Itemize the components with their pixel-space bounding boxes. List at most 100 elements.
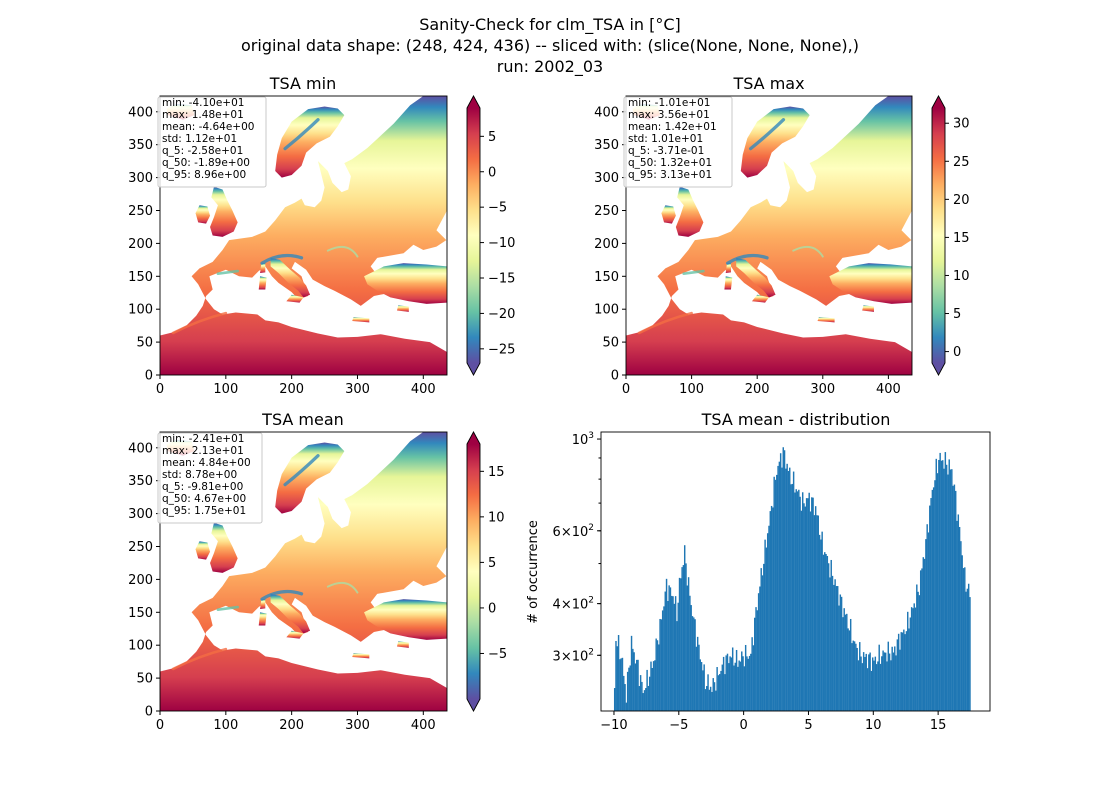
histogram-bar [905,631,908,711]
pyrenees-band [216,605,239,611]
histogram-bar [812,497,814,711]
colorbar-tick-label: 25 [953,155,970,170]
histogram-bar [713,682,716,711]
histogram-bar [760,568,762,711]
histogram-bar [881,656,883,711]
histogram-bar [642,693,644,711]
histogram-bar [910,607,913,711]
histogram-bar [757,593,760,711]
histogram-bar [873,660,875,711]
histogram-bar [951,469,953,711]
y-tick-label: 0 [145,369,153,384]
histogram-bar [720,670,722,711]
alps-band [260,253,304,265]
histogram-bar [699,659,701,711]
x-tick-label: −10 [600,718,627,733]
histogram-bar [787,470,790,711]
histogram-bar [634,663,637,711]
histogram-bar [856,647,858,711]
histogram-bar [964,567,966,711]
histogram-bar [934,480,936,711]
histogram-bar [809,511,812,711]
map-frame [159,95,448,376]
scandes-band [748,118,786,151]
colorbar-tick-label: 10 [488,510,505,525]
colorbar-extend-min [467,363,480,375]
histogram-bar [795,489,797,711]
land-corsica [260,263,266,274]
histogram-bar [895,655,897,711]
histogram-bar [696,636,699,711]
pyrenees-band [682,269,705,275]
scandes-band [283,454,320,487]
histogram-bar [886,661,888,711]
histogram-bar [912,608,914,711]
histogram-bar [943,468,945,711]
histogram-bar [674,596,677,711]
histogram-bar [904,634,906,711]
histogram-bar [958,526,961,711]
histogram-bar [860,656,862,711]
histogram-bar [681,567,683,711]
histogram-bar [673,603,676,711]
stats-box-frame [157,96,267,188]
colorbar-tick-label: 0 [953,345,961,360]
histogram-bar [647,685,650,711]
histogram-bar [637,659,639,711]
x-tick-label: 0 [156,382,164,397]
histogram-bar [888,653,891,711]
carpathians-band [792,245,824,258]
histogram-bar [914,607,917,711]
y-tick-label: 250 [128,204,153,219]
land-turkey [829,263,912,304]
histogram-bar [861,663,864,711]
histogram-bar [765,547,768,711]
colorbar-outline [931,95,946,376]
histogram-bar [709,686,712,711]
histogram-bar [808,492,810,711]
histogram-bar [671,595,673,711]
histogram-bar [773,476,775,711]
histogram-bar [687,577,690,711]
histogram-bar [960,541,962,711]
histogram-bar [884,652,887,711]
y-tick-label: 400 [594,105,619,120]
histogram-bar [623,675,625,711]
histogram-bar [834,579,836,711]
histogram-bar [656,640,659,711]
histogram-bar [839,594,842,711]
histogram-bar [698,644,700,711]
x-tick-label: 400 [411,718,436,733]
colorbar-tick-label: 0 [488,165,496,180]
colorbar-tick-label: 15 [953,231,970,246]
alps-band [726,253,769,265]
colorbar-tick-label: 5 [488,556,496,571]
map-frame [625,95,913,376]
colorbar: −5 0 5 10 15 [466,431,507,712]
histogram-bar [896,639,899,711]
colorbar-extend-min [932,363,945,375]
x-tick-label: 0 [622,382,630,397]
histogram-bar [715,690,717,711]
y-tick-label: 350 [594,138,619,153]
histogram-bar [615,640,617,711]
histogram-bar [700,662,703,711]
colorbar-tick-label: 20 [953,193,970,208]
stats-line: min: -4.10e+01 [162,97,244,109]
histogram-bar [864,656,866,711]
histogram-bar [711,691,713,711]
histogram-bar [628,667,630,711]
histogram-bar [752,645,755,711]
land-great-britain [210,522,238,573]
land-mask [160,96,447,375]
stats-line: q_5: -2.58e+01 [162,145,243,157]
stats-line: q_95: 8.96e+00 [162,169,246,181]
tsa-max-panel: TSA max 0 100 200 300 4000501001502002503003… [594,74,969,397]
land-sardinia [258,276,267,290]
y-tick-label: 350 [128,474,153,489]
histogram-bar [624,684,626,711]
histogram-bar [907,611,909,711]
histogram-bar [874,656,877,711]
